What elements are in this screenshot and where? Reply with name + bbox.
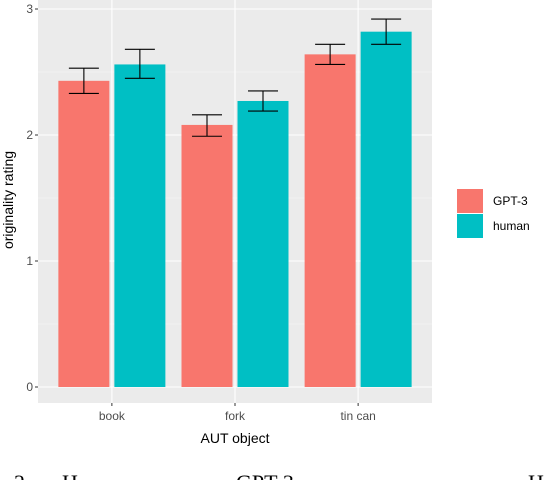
x-tick-label: tin can	[340, 409, 375, 423]
y-tick-label: 0	[26, 380, 33, 394]
legend-label: GPT-3	[493, 194, 528, 208]
bar	[238, 101, 289, 387]
x-tick-label: fork	[225, 409, 246, 423]
bar	[361, 32, 412, 387]
y-axis-title: originality rating	[0, 151, 16, 249]
y-tick-label: 1	[26, 254, 33, 268]
x-axis: book fork tin can	[99, 403, 376, 423]
bar	[182, 125, 233, 387]
bar-chart: 0 1 2 3 book fork tin can AUT object original…	[0, 0, 548, 470]
legend-label: human	[493, 219, 530, 233]
caption-fragment: GPT-3	[236, 472, 294, 480]
bar	[305, 54, 356, 387]
bar	[58, 81, 109, 387]
x-axis-title: AUT object	[201, 430, 270, 446]
caption-fragment: H	[528, 472, 544, 480]
y-axis: 0 1 2 3	[26, 2, 38, 394]
x-tick-label: book	[99, 409, 126, 423]
legend-swatch	[457, 189, 483, 213]
caption-fragment: H	[62, 472, 78, 480]
y-tick-label: 2	[26, 128, 33, 142]
legend: GPT-3 human	[457, 189, 530, 238]
legend-swatch	[457, 214, 483, 238]
y-tick-label: 3	[26, 2, 33, 16]
caption-fragment: 2	[14, 472, 25, 480]
bar	[114, 64, 165, 387]
figure-caption: 2 H GPT-3 H	[0, 468, 548, 480]
